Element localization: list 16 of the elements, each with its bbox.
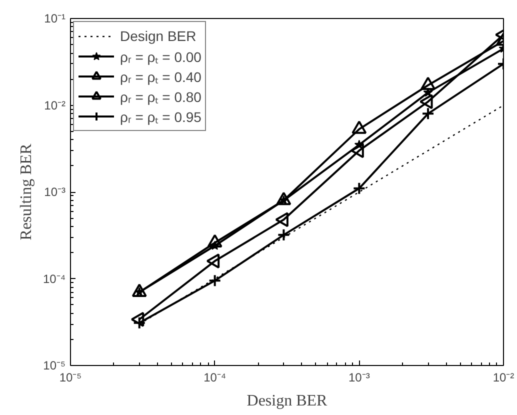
legend-label: ρᵣ = ρₜ = 0.95: [120, 108, 202, 126]
y-tick-label: 10⁻¹: [44, 12, 66, 26]
legend-label: ρᵣ = ρₜ = 0.40: [120, 68, 202, 86]
x-tick-label: 10⁻⁴: [204, 370, 226, 384]
x-tick-label: 10⁻³: [348, 370, 370, 384]
y-tick-label: 10⁻²: [44, 98, 66, 112]
legend-label: ρᵣ = ρₜ = 0.80: [120, 88, 202, 106]
y-tick-label: 10⁻³: [44, 185, 66, 199]
y-tick-label: 10⁻⁴: [42, 272, 66, 286]
x-axis-title: Design BER: [246, 392, 328, 410]
x-tick-label: 10⁻²: [492, 370, 514, 384]
x-tick-label: 10⁻⁵: [59, 370, 82, 384]
legend-label: Design BER: [120, 28, 196, 44]
y-tick-label: 10⁻⁵: [43, 358, 66, 372]
y-axis-title: Resulting BER: [18, 143, 35, 240]
legend-label: ρᵣ = ρₜ = 0.00: [120, 48, 202, 66]
